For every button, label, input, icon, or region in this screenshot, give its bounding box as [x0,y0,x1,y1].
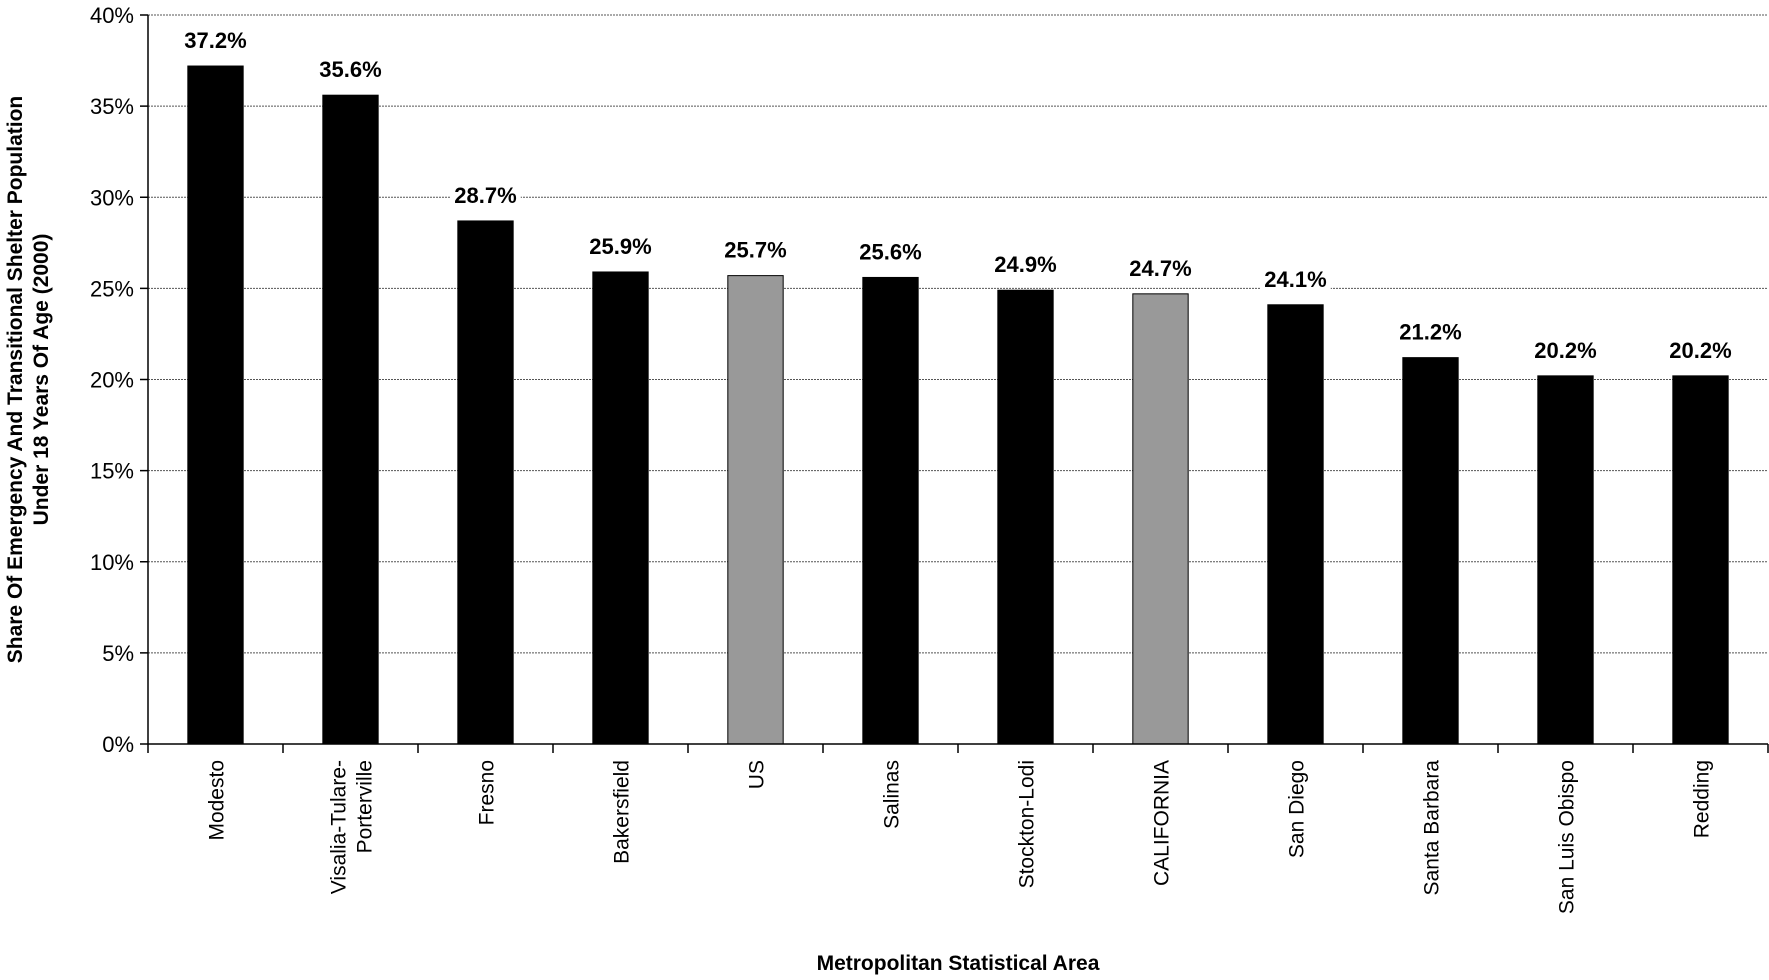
x-category-label: San Luis Obispo [1556,760,1579,914]
data-label-bg [990,250,1061,279]
y-tick-label: 10% [90,550,134,575]
bar-fresno [457,220,514,745]
data-label-bg [1125,253,1196,282]
data-label-bg [855,237,926,266]
data-label: 21.2% [1399,320,1461,345]
bar-san-diego [1267,304,1324,745]
data-label: 28.7% [454,183,516,208]
gridlines [148,14,1768,654]
y-tick-label: 25% [90,276,134,301]
x-category-label: US [746,760,769,789]
data-label-bg [585,231,656,260]
x-category-label: Visalia-Tulare- [328,760,351,894]
x-category-label: Stockton-Lodi [1016,760,1039,888]
data-label: 35.6% [319,57,381,82]
data-label-bg [1260,264,1331,293]
bar-salinas [862,276,919,745]
bar-modesto [187,65,244,745]
x-category-label: Fresno [476,760,499,825]
y-tick-label: 20% [90,368,134,393]
bar-california [1132,293,1189,745]
x-category-label: Modesto [206,760,229,841]
x-category-label: Porterville [354,760,377,853]
y-tick-label: 5% [102,641,134,666]
y-tick-label: 30% [90,185,134,210]
y-tick-label: 40% [90,3,134,28]
bar-us [727,275,784,745]
x-category-label: CALIFORNIA [1151,760,1174,886]
data-label: 24.9% [994,252,1056,277]
data-label: 20.2% [1534,338,1596,363]
y-axis-title: Under 18 Years Of Age (2000) [30,234,53,526]
data-label-bg [180,26,251,55]
data-label-bg [720,235,791,264]
y-tick-label: 35% [90,94,134,119]
data-label: 24.1% [1264,267,1326,292]
data-label: 20.2% [1669,338,1731,363]
axes [140,14,1769,753]
data-label: 25.9% [589,234,651,259]
data-label: 25.7% [724,238,786,263]
y-tick-label: 0% [102,732,134,757]
data-label-bg [315,55,386,84]
bars [187,65,1729,745]
bar-redding [1672,375,1729,745]
labels: 0% 5% 10% 15% 20% 25% 30% 35% 40% 37.2% Modesto 35.… [4,3,1736,975]
data-label-bg [1530,335,1601,364]
x-category-label: Redding [1691,760,1714,838]
x-category-label: San Diego [1286,760,1309,858]
bar-bakersfield [592,271,649,745]
data-label-bg [1665,335,1736,364]
data-label: 24.7% [1129,256,1191,281]
bar-san-luis-obispo [1537,375,1594,745]
bar-stockton-lodi [997,289,1054,745]
x-category-label: Salinas [881,760,904,829]
x-category-label: Santa Barbara [1421,760,1444,896]
data-label: 25.6% [859,239,921,264]
x-axis-title: Metropolitan Statistical Area [817,952,1100,975]
data-label-bg [450,180,521,209]
y-tick-label: 15% [90,459,134,484]
bar-santa-barbara [1402,357,1459,745]
bar-visalia-tulare-porterville [322,94,379,745]
x-category-label: Bakersfield [611,760,634,864]
y-axis-title: Share Of Emergency And Transitional Shel… [4,96,27,664]
data-label-bg [1395,317,1466,346]
data-label: 37.2% [184,28,246,53]
